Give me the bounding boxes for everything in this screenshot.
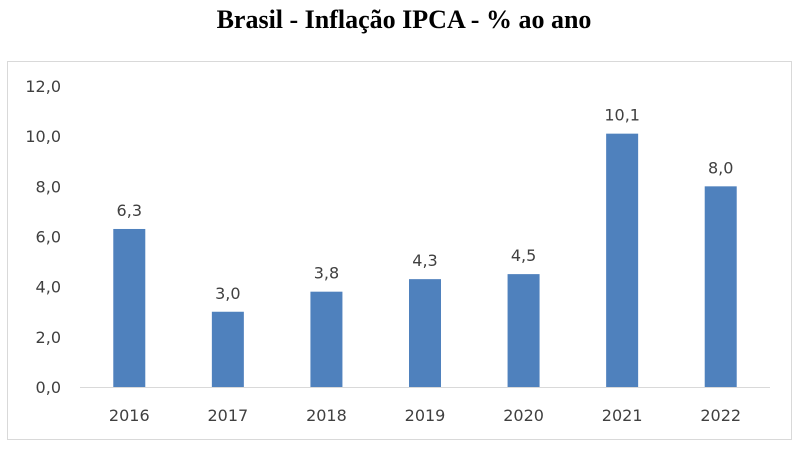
x-tick-label: 2019 xyxy=(405,406,446,425)
bar-2016 xyxy=(113,228,146,387)
x-tick-label: 2016 xyxy=(109,406,150,425)
chart-frame xyxy=(7,61,792,440)
x-axis-ticks: 2016 2017 2018 2019 2020 2021 2022 xyxy=(109,406,741,425)
y-axis-ticks: 0,0 2,0 4,0 6,0 8,0 10,0 12,0 xyxy=(25,77,61,397)
x-tick-label: 2020 xyxy=(503,406,544,425)
bar-value-label: 3,0 xyxy=(215,284,240,303)
y-tick-label: 6,0 xyxy=(36,228,61,247)
x-tick-label: 2021 xyxy=(602,406,643,425)
bar-data-labels: 6,3 3,0 3,8 4,3 4,5 10,1 8,0 xyxy=(117,106,734,303)
chart-title: Brasil - Inflação IPCA - % ao ano xyxy=(216,5,592,34)
bar-value-label: 8,0 xyxy=(708,158,733,177)
y-tick-label: 12,0 xyxy=(25,77,61,96)
bar-value-label: 6,3 xyxy=(117,201,142,220)
y-tick-label: 8,0 xyxy=(36,177,61,196)
y-tick-label: 0,0 xyxy=(36,378,61,397)
bar-2019 xyxy=(409,279,441,387)
bar-2018 xyxy=(310,291,343,387)
bar-value-label: 4,3 xyxy=(412,251,437,270)
bar-value-label: 4,5 xyxy=(511,246,536,265)
y-tick-label: 4,0 xyxy=(36,278,61,297)
y-tick-label: 10,0 xyxy=(25,127,61,146)
x-tick-label: 2018 xyxy=(306,406,347,425)
bar-value-label: 3,8 xyxy=(314,264,339,283)
bar-2022 xyxy=(704,186,737,387)
bar-2017 xyxy=(211,311,244,387)
bar-2020 xyxy=(507,274,540,387)
x-tick-label: 2017 xyxy=(207,406,248,425)
y-tick-label: 2,0 xyxy=(36,328,61,347)
x-tick-label: 2022 xyxy=(700,406,741,425)
bar-value-label: 10,1 xyxy=(604,106,640,125)
bar-2021 xyxy=(606,133,639,387)
bars xyxy=(113,133,737,387)
